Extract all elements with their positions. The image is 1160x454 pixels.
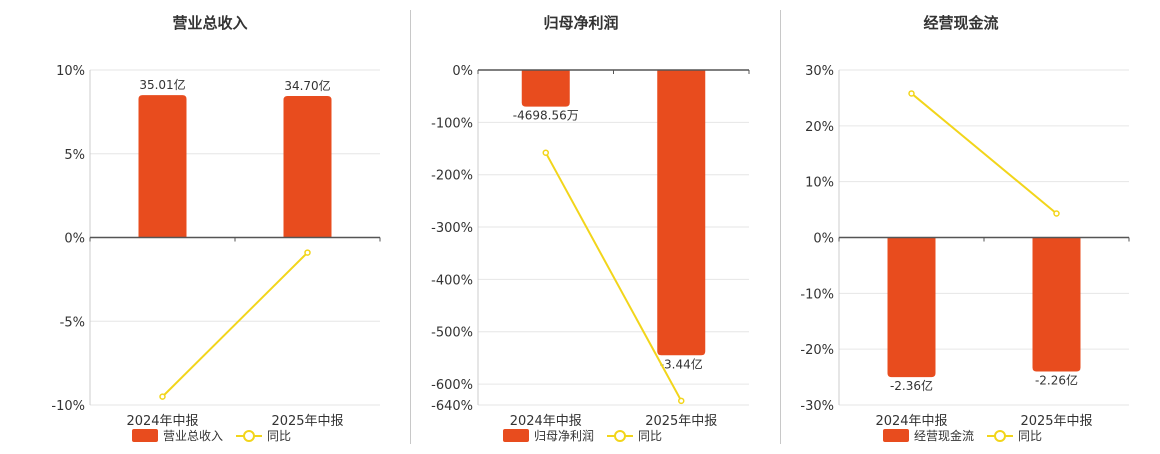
chart-panel-net-profit: 归母净利润 0% -100% -200% -300% -400% -500% -600% -64… <box>411 0 780 450</box>
legend-swatch-bar <box>132 429 158 442</box>
yoy-line <box>161 251 309 398</box>
legend-label: 同比 <box>267 429 291 443</box>
x-category-label: 2025年中报 <box>271 414 343 429</box>
y-tick-label: 10% <box>56 64 85 79</box>
y-tick-label: -500% <box>431 326 473 341</box>
yoy-point <box>542 149 549 156</box>
x-category-label: 2025年中报 <box>1020 414 1092 429</box>
yoy-point <box>678 397 685 405</box>
y-tick-label: -400% <box>431 273 473 288</box>
bar <box>887 237 936 378</box>
x-category-label: 2024年中报 <box>510 414 582 429</box>
chart-title: 经营现金流 <box>923 14 998 32</box>
data-label: 35.01亿 <box>139 77 185 92</box>
y-tick-label: 30% <box>805 64 834 79</box>
revenue-chart: 营业总收入 10% 5% 0% -5% -10% 35.01亿 34.70亿 2024年中报 20… <box>51 14 381 443</box>
legend-label: 同比 <box>638 429 662 443</box>
cashflow-chart: 经营现金流 30% 20% 10% 0% -10% -20% -30% -2.36亿 -2.26亿… <box>800 14 1130 443</box>
yoy-point <box>159 393 166 400</box>
legend-label: 归母净利润 <box>534 429 594 443</box>
legend-label: 营业总收入 <box>163 429 223 443</box>
yoy-point <box>304 249 311 256</box>
y-tick-label: -600% <box>431 378 473 393</box>
legend-swatch-bar <box>883 429 909 442</box>
y-tick-label: -100% <box>431 116 473 131</box>
legend-label: 经营现金流 <box>914 428 974 443</box>
y-tick-label: -20% <box>800 343 834 358</box>
y-tick-label: -640% <box>431 399 473 414</box>
bar <box>521 70 570 107</box>
panel-divider <box>410 10 411 444</box>
data-label: -2.26亿 <box>1035 373 1078 388</box>
y-tick-label: -10% <box>51 399 85 414</box>
chart-title: 归母净利润 <box>543 14 618 32</box>
data-label: -4698.56万 <box>513 109 579 123</box>
chart-panel-cashflow: 经营现金流 30% 20% 10% 0% -10% -20% -30% -2.36亿 -2.26亿… <box>781 0 1160 450</box>
legend-swatch-marker <box>614 430 626 442</box>
bar <box>138 95 187 238</box>
legend-swatch-bar <box>503 429 529 442</box>
y-tick-label: 0% <box>813 232 834 247</box>
yoy-point <box>1053 210 1060 217</box>
data-label: 34.70亿 <box>284 78 330 93</box>
legend-swatch-marker <box>994 430 1006 442</box>
y-tick-label: 0% <box>64 232 85 247</box>
chart-title: 营业总收入 <box>172 14 247 32</box>
data-label: -2.36亿 <box>890 378 933 393</box>
y-tick-label: -30% <box>800 399 834 414</box>
x-category-label: 2024年中报 <box>875 414 947 429</box>
net-profit-chart: 归母净利润 0% -100% -200% -300% -400% -500% -600% -64… <box>431 14 750 443</box>
y-tick-label: -10% <box>800 287 834 302</box>
y-tick-label: 10% <box>805 176 834 191</box>
y-tick-label: 5% <box>64 148 85 163</box>
legend-label: 同比 <box>1018 429 1042 443</box>
panel-divider <box>780 10 781 444</box>
y-tick-label: 20% <box>805 120 834 135</box>
legend-swatch-marker <box>243 430 255 442</box>
bar <box>657 70 706 356</box>
bar <box>1032 237 1081 372</box>
y-tick-label: -5% <box>60 315 85 330</box>
x-category-label: 2025年中报 <box>645 414 717 429</box>
bar <box>283 95 332 238</box>
yoy-line <box>910 92 1058 215</box>
data-label: -3.44亿 <box>660 356 703 371</box>
yoy-point <box>908 90 915 97</box>
y-tick-label: 0% <box>452 64 473 79</box>
yoy-line <box>544 152 683 402</box>
chart-panel-revenue: 营业总收入 10% 5% 0% -5% -10% 35.01亿 34.70亿 2024年中报 20… <box>0 0 400 450</box>
x-category-label: 2024年中报 <box>126 414 198 429</box>
y-tick-label: -200% <box>431 169 473 184</box>
y-tick-label: -300% <box>431 221 473 236</box>
